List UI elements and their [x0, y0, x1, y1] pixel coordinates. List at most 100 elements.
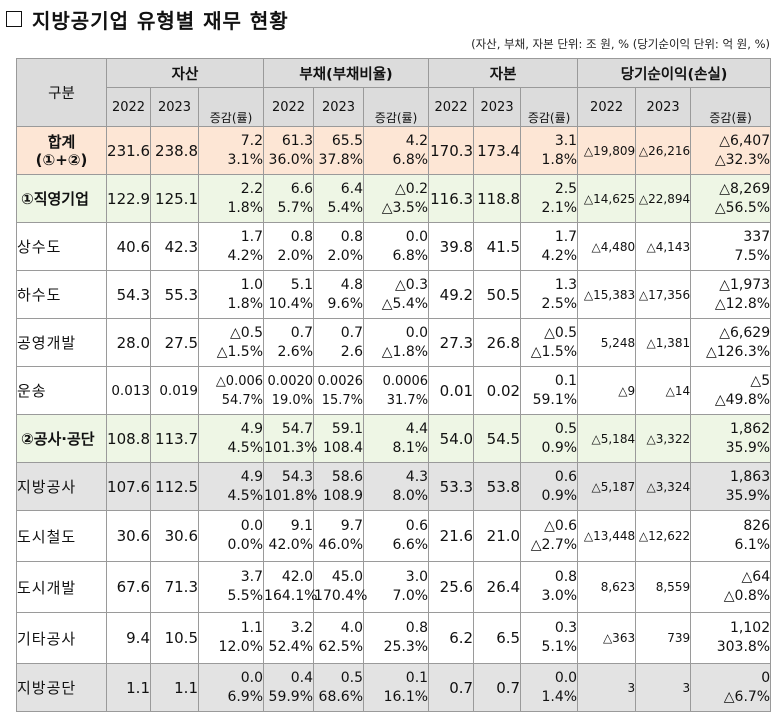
income-2023: 8,559 — [635, 561, 692, 613]
asset-2023: 10.5 — [150, 612, 199, 664]
asset-2023: 1.1 — [150, 663, 199, 712]
income-2022: △5,184 — [577, 414, 637, 463]
equity-2023: 0.7 — [473, 663, 522, 712]
asset-change: 1.7 4.2% — [197, 222, 265, 271]
header-year-2023: 2023 — [473, 87, 522, 127]
header-category: 구분 — [16, 58, 107, 127]
debt-2022: 42.0 164.1% — [263, 561, 317, 613]
asset-2023: 113.7 — [150, 414, 199, 463]
header-asset: 자산 — [105, 58, 265, 88]
debt-2022: 54.3 101.8% — [263, 462, 317, 511]
equity-change: 0.0 1.4% — [520, 663, 579, 712]
row-label: 상수도 — [16, 222, 107, 271]
debt-2023: 0.7 2.6 — [313, 318, 365, 367]
asset-change: 0.0 0.0% — [197, 510, 265, 562]
debt-change: 0.0 6.8% — [363, 222, 430, 271]
debt-change: △0.3 △5.4% — [363, 270, 430, 319]
equity-change: △0.5 △1.5% — [520, 318, 579, 367]
equity-2022: 116.3 — [428, 174, 475, 223]
equity-change: 1.3 2.5% — [520, 270, 579, 319]
asset-2022: 67.6 — [106, 561, 151, 613]
equity-2023: 21.0 — [473, 510, 522, 562]
row-label: 도시철도 — [16, 510, 107, 562]
table-row: 기타공사 9.4 10.5 1.1 12.0% 3.2 52.4% 4.0 62.5%… — [16, 612, 772, 664]
table-row: 운송 0.013 0.019 △0.006 54.7% 0.0020 19.0% 0… — [16, 366, 772, 415]
debt-2022: 54.7 101.3% — [263, 414, 317, 463]
table-row: 공영개발 28.0 27.5 △0.5 △1.5% 0.7 2.6% 0.7 2.6 … — [16, 318, 772, 367]
income-change: 1,863 35.9% — [690, 462, 772, 511]
income-2022: △15,383 — [577, 270, 637, 319]
row-label: 운송 — [16, 366, 107, 415]
asset-2022: 28.0 — [106, 318, 151, 367]
debt-2022: 61.3 36.0% — [263, 126, 315, 175]
header-year-2023: 2023 — [313, 87, 365, 127]
debt-change: 0.6 6.6% — [363, 510, 430, 562]
equity-2023: 173.4 — [473, 126, 522, 175]
equity-2023: 54.5 — [473, 414, 522, 463]
equity-change: △0.6 △2.7% — [520, 510, 579, 562]
income-change: 826 6.1% — [690, 510, 772, 562]
table-row: 도시철도 30.6 30.6 0.0 0.0% 9.1 42.0% 9.7 46.0%… — [16, 510, 772, 562]
equity-change: 2.5 2.1% — [520, 174, 579, 223]
income-change: △6,629 △126.3% — [690, 318, 772, 367]
equity-2022: 53.3 — [428, 462, 475, 511]
income-2022: △14,625 — [577, 174, 637, 223]
asset-change: 7.2 3.1% — [197, 126, 265, 175]
header-row-years: 2022 2023 증감(률) 2022 2023 증감(률) 2022 202… — [17, 87, 772, 127]
table-row: 하수도 54.3 55.3 1.0 1.8% 5.1 10.4% 4.8 9.6% △… — [16, 270, 772, 319]
income-change: 0 △6.7% — [690, 663, 772, 712]
income-2023: 739 — [635, 612, 692, 664]
header-year-2023: 2023 — [635, 87, 692, 127]
asset-2023: 238.8 — [150, 126, 199, 175]
debt-2023: 0.0026 15.7% — [313, 366, 365, 415]
asset-2023: 42.3 — [150, 222, 199, 271]
equity-change: 3.1 1.8% — [520, 126, 579, 175]
page-title-text: 지방공기업 유형별 재무 현황 — [32, 8, 289, 33]
income-2023: △3,322 — [635, 414, 692, 463]
asset-change: 2.2 1.8% — [197, 174, 265, 223]
asset-change: △0.006 54.7% — [197, 366, 265, 415]
debt-2022: 0.0020 19.0% — [263, 366, 315, 415]
equity-2022: 49.2 — [428, 270, 475, 319]
asset-2022: 9.4 — [106, 612, 151, 664]
header-year-2022: 2022 — [263, 87, 315, 127]
asset-change: △0.5 △1.5% — [197, 318, 265, 367]
equity-change: 1.7 4.2% — [520, 222, 579, 271]
asset-2023: 71.3 — [150, 561, 199, 613]
income-2022: △363 — [577, 612, 637, 664]
income-2022: △9 — [577, 366, 637, 415]
row-label: 지방공단 — [16, 663, 107, 712]
unit-note: (자산, 부채, 자본 단위: 조 원, % (당기순이익 단위: 억 원, %… — [471, 37, 770, 51]
debt-2023: 65.5 37.8% — [313, 126, 365, 175]
asset-change: 1.1 12.0% — [197, 612, 265, 664]
equity-2022: 170.3 — [428, 126, 475, 175]
asset-change: 4.9 4.5% — [197, 462, 265, 511]
equity-2022: 39.8 — [428, 222, 475, 271]
asset-2022: 107.6 — [106, 462, 151, 511]
header-change: 증감(률) — [690, 87, 772, 127]
income-change: △8,269 △56.5% — [690, 174, 772, 223]
header-income: 당기순이익(손실) — [577, 58, 772, 88]
asset-2022: 108.8 — [106, 414, 151, 463]
equity-2023: 41.5 — [473, 222, 522, 271]
income-2022: 8,623 — [577, 561, 637, 613]
debt-2022: 3.2 52.4% — [263, 612, 315, 664]
asset-change: 0.0 6.9% — [197, 663, 265, 712]
equity-2023: 6.5 — [473, 612, 522, 664]
debt-change: 4.2 6.8% — [363, 126, 430, 175]
header-change: 증감(률) — [520, 87, 579, 127]
table-row: 상수도 40.6 42.3 1.7 4.2% 0.8 2.0% 0.8 2.0% 0.… — [16, 222, 772, 271]
income-2023: △4,143 — [635, 222, 692, 271]
header-year-2022: 2022 — [577, 87, 637, 127]
asset-change: 1.0 1.8% — [197, 270, 265, 319]
debt-change: 3.0 7.0% — [363, 561, 430, 613]
debt-change: 0.1 16.1% — [363, 663, 430, 712]
income-change: △64 △0.8% — [690, 561, 772, 613]
debt-2023: 6.4 5.4% — [313, 174, 365, 223]
income-2023: 3 — [635, 663, 692, 712]
equity-2022: 6.2 — [428, 612, 475, 664]
income-2023: △26,216 — [635, 126, 692, 175]
income-2023: △17,356 — [635, 270, 692, 319]
debt-change: 0.0 △1.8% — [363, 318, 430, 367]
asset-2022: 1.1 — [106, 663, 151, 712]
